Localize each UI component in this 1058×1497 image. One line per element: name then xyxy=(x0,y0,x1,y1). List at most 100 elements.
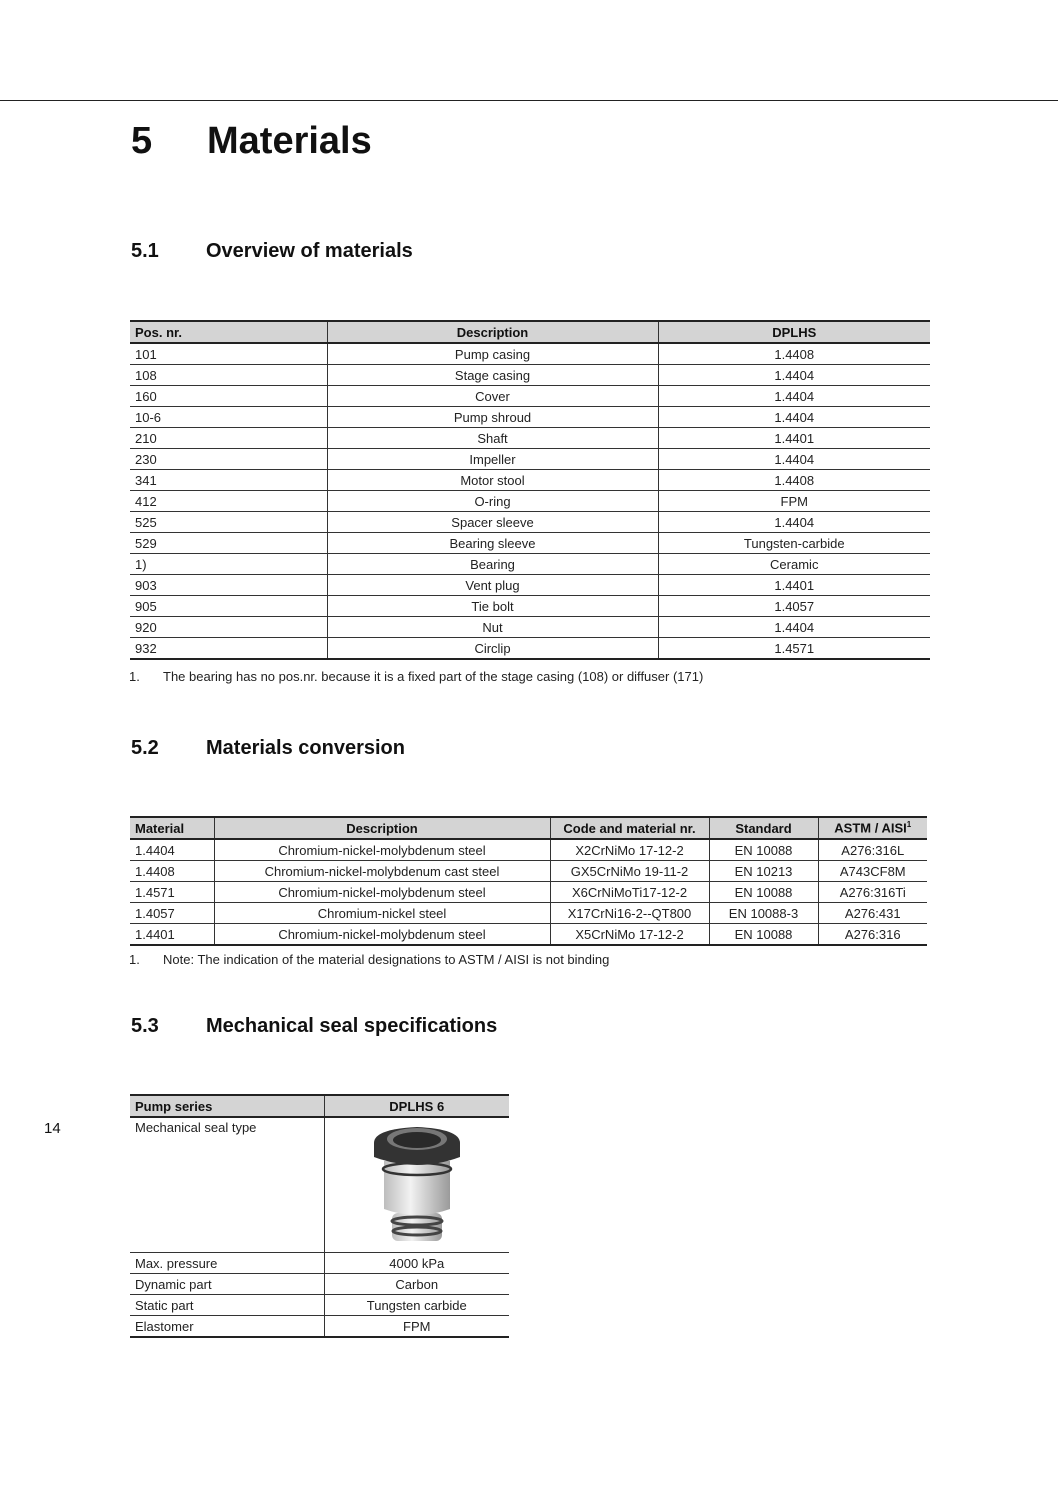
chapter-title: 5 Materials xyxy=(131,120,372,162)
table-cell: A743CF8M xyxy=(817,860,927,882)
column-header: Code and material nr. xyxy=(549,816,709,840)
mechanical-seal-image xyxy=(323,1117,509,1253)
table-cell: 1.4571 xyxy=(130,881,214,903)
materials-overview-table: Pos. nr. Description DPLHS 101 Pump casin… xyxy=(130,320,930,660)
table-cell: FPM xyxy=(323,1315,509,1338)
table-row: 932 Circlip 1.4571 xyxy=(130,637,930,660)
table-cell: Tungsten carbide xyxy=(323,1294,509,1316)
table-cell: 1.4404 xyxy=(657,364,930,386)
table-cell: 160 xyxy=(130,385,327,407)
table-cell: 1.4408 xyxy=(657,343,930,365)
table-row: 1.4571 Chromium-nickel-molybdenum steel X6… xyxy=(130,881,927,903)
table-cell: 905 xyxy=(130,595,327,617)
table-row: 101 Pump casing 1.4408 xyxy=(130,343,930,365)
table-cell: EN 10088 xyxy=(708,881,818,903)
table-cell: 932 xyxy=(130,637,327,660)
table-cell: 210 xyxy=(130,427,327,449)
mechanical-seal-icon xyxy=(373,1126,460,1241)
table-cell: Max. pressure xyxy=(130,1252,324,1274)
table-cell: X6CrNiMoTi17-12-2 xyxy=(549,881,709,903)
table-cell: EN 10213 xyxy=(708,860,818,882)
table-cell: 1.4571 xyxy=(657,637,930,660)
table-cell: Stage casing xyxy=(326,364,658,386)
table-cell: X17CrNi16-2--QT800 xyxy=(549,902,709,924)
table-cell: A276:316Ti xyxy=(817,881,927,903)
column-header: Description xyxy=(326,320,658,344)
table-cell: 1.4404 xyxy=(657,406,930,428)
table-cell: 1.4404 xyxy=(657,448,930,470)
table-cell: GX5CrNiMo 19-11-2 xyxy=(549,860,709,882)
table-row: 1.4408 Chromium-nickel-molybdenum cast st… xyxy=(130,860,927,882)
table-row: 412 O-ring FPM xyxy=(130,490,930,512)
table-cell: Chromium-nickel steel xyxy=(213,902,550,924)
table-cell: Cover xyxy=(326,385,658,407)
table-cell: Chromium-nickel-molybdenum cast steel xyxy=(213,860,550,882)
table-cell: 1.4404 xyxy=(130,839,214,861)
table-cell: EN 10088 xyxy=(708,839,818,861)
table-row: 108 Stage casing 1.4404 xyxy=(130,364,930,386)
table-cell: Bearing sleeve xyxy=(326,532,658,554)
column-header: Description xyxy=(213,816,550,840)
table-cell: Chromium-nickel-molybdenum steel xyxy=(213,839,550,861)
table-cell: 920 xyxy=(130,616,327,638)
table-row: 1.4404 Chromium-nickel-molybdenum steel X2… xyxy=(130,839,927,861)
table-cell: Pump casing xyxy=(326,343,658,365)
table-cell: EN 10088-3 xyxy=(708,902,818,924)
column-header: Standard xyxy=(708,816,818,840)
column-header: Pump series xyxy=(130,1094,324,1118)
table-cell: 230 xyxy=(130,448,327,470)
table-cell: Spacer sleeve xyxy=(326,511,658,533)
table-row: 529 Bearing sleeve Tungsten-carbide xyxy=(130,532,930,554)
table-cell: 1.4401 xyxy=(657,427,930,449)
table-row: Elastomer FPM xyxy=(130,1315,509,1338)
table-cell: X5CrNiMo 17-12-2 xyxy=(549,923,709,946)
table-cell: 1) xyxy=(130,553,327,575)
table-cell: Static part xyxy=(130,1294,324,1316)
table-cell: 1.4057 xyxy=(657,595,930,617)
table-cell: X2CrNiMo 17-12-2 xyxy=(549,839,709,861)
table-cell: EN 10088 xyxy=(708,923,818,946)
materials-conversion-table: Material Description Code and material n… xyxy=(130,816,927,946)
table-cell: 903 xyxy=(130,574,327,596)
table-cell: Ceramic xyxy=(657,553,930,575)
table-cell: 525 xyxy=(130,511,327,533)
table-row: 903 Vent plug 1.4401 xyxy=(130,574,930,596)
table-cell: 108 xyxy=(130,364,327,386)
table-cell: 1.4057 xyxy=(130,902,214,924)
table-row: 920 Nut 1.4404 xyxy=(130,616,930,638)
footnote: 1. The bearing has no pos.nr. because it … xyxy=(129,669,704,684)
table-cell: A276:316 xyxy=(817,923,927,946)
table-row: 210 Shaft 1.4401 xyxy=(130,427,930,449)
table-cell: Nut xyxy=(326,616,658,638)
table-cell: Shaft xyxy=(326,427,658,449)
section-5-1-heading: 5.1 Overview of materials xyxy=(131,240,413,262)
table-cell: Impeller xyxy=(326,448,658,470)
footnote: 1. Note: The indication of the material d… xyxy=(129,952,610,967)
table-row: 905 Tie bolt 1.4057 xyxy=(130,595,930,617)
table-cell: A276:316L xyxy=(817,839,927,861)
table-cell: 101 xyxy=(130,343,327,365)
table-row: 525 Spacer sleeve 1.4404 xyxy=(130,511,930,533)
table-row: 341 Motor stool 1.4408 xyxy=(130,469,930,491)
table-cell: Motor stool xyxy=(326,469,658,491)
table-cell: Dynamic part xyxy=(130,1273,324,1295)
table-row: Mechanical seal type xyxy=(130,1117,509,1253)
table-cell: Vent plug xyxy=(326,574,658,596)
column-header: Pos. nr. xyxy=(130,320,327,344)
column-header: DPLHS 6 xyxy=(323,1094,509,1118)
section-5-2-heading: 5.2 Materials conversion xyxy=(131,737,405,759)
table-cell: 1.4408 xyxy=(130,860,214,882)
table-cell: 1.4404 xyxy=(657,511,930,533)
table-cell: O-ring xyxy=(326,490,658,512)
table-row: Static part Tungsten carbide xyxy=(130,1294,509,1316)
table-cell: Chromium-nickel-molybdenum steel xyxy=(213,923,550,946)
table-cell: 1.4404 xyxy=(657,616,930,638)
table-cell: FPM xyxy=(657,490,930,512)
table-cell: Chromium-nickel-molybdenum steel xyxy=(213,881,550,903)
table-cell: A276:431 xyxy=(817,902,927,924)
column-header: Material xyxy=(130,816,214,840)
table-cell: Tungsten-carbide xyxy=(657,532,930,554)
table-cell: 341 xyxy=(130,469,327,491)
column-header: DPLHS xyxy=(657,320,930,344)
header-rule xyxy=(0,100,1058,101)
